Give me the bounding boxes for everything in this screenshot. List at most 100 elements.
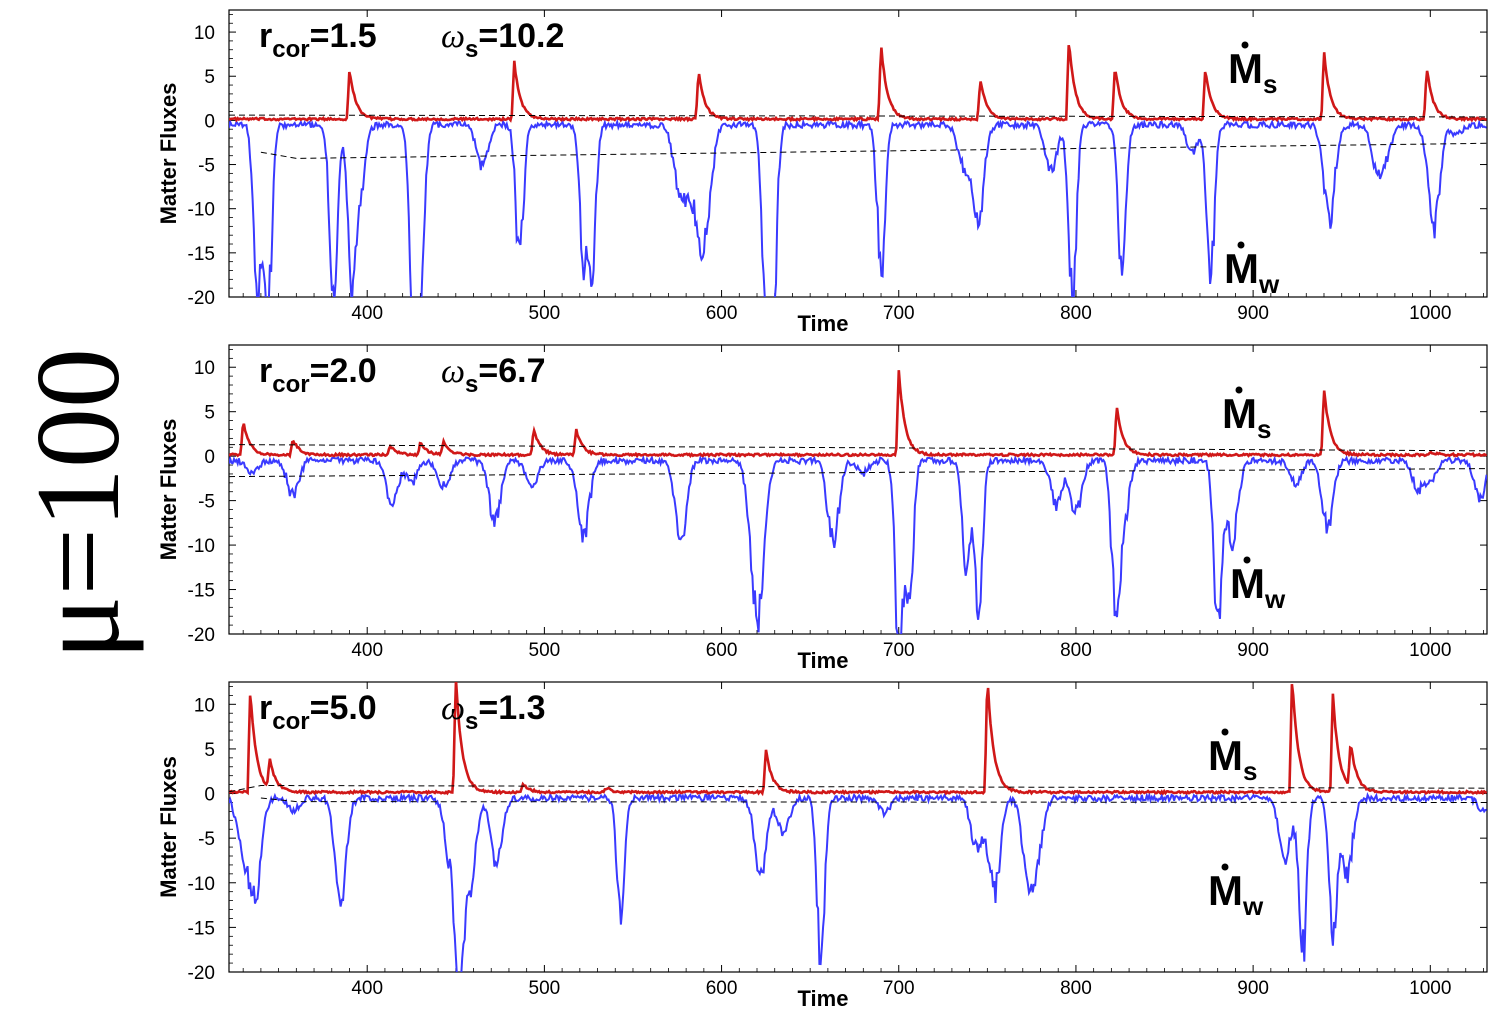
rcor-value: =5.0	[310, 689, 377, 727]
panel-middle: 10 5 0 -5 -10 -15 -20 400 500 600 700 800 900 1000 Tim…	[156, 344, 1488, 673]
stellar-flux-line	[229, 682, 1487, 797]
stellar-label-dot	[1221, 728, 1229, 736]
wind-label-symbol: M	[1208, 867, 1243, 914]
x-tick-label: 700	[883, 640, 915, 661]
stellar-label-symbol: M	[1228, 45, 1263, 92]
y-axis-label: Matter Fluxes	[156, 83, 181, 225]
x-tick-label: 500	[529, 640, 561, 661]
wind-label-dot	[1221, 863, 1229, 871]
y-tick-label: 5	[204, 67, 215, 88]
y-tick-label: -20	[188, 625, 215, 646]
rcor-symbol: r	[259, 689, 272, 727]
omega-value: =1.3	[478, 689, 545, 727]
omega-symbol: ω	[441, 353, 465, 390]
y-tick-label: 0	[204, 785, 215, 806]
x-tick-label: 400	[351, 978, 383, 999]
y-tick-label: 10	[194, 23, 215, 44]
y-axis-label: Matter Fluxes	[156, 419, 181, 561]
plot-frame	[228, 344, 1488, 635]
y-tick-label: -10	[188, 200, 215, 221]
wind-flux-line	[229, 454, 1487, 634]
x-tick-label: 1000	[1409, 640, 1451, 661]
omega-subscript: s	[465, 708, 478, 735]
wind-flux-line	[229, 791, 1487, 972]
rcor-value: =2.0	[310, 352, 377, 390]
rcor-symbol: r	[259, 352, 272, 390]
wind-label-dot	[1237, 241, 1245, 249]
y-tick-label: -20	[188, 288, 215, 309]
y-tick-label: 10	[194, 358, 215, 379]
omega-annotation: ωs=6.7	[441, 352, 546, 398]
rcor-subscript: cor	[272, 371, 309, 398]
stellar-flux-line	[229, 44, 1487, 123]
y-tick-label: -20	[188, 963, 215, 984]
stellar-reference-line	[229, 784, 1487, 793]
y-tick-label: -15	[188, 581, 215, 602]
omega-annotation: ωs=1.3	[441, 689, 546, 735]
stellar-label-subscript: s	[1257, 414, 1271, 444]
x-axis-label: Time	[798, 648, 849, 673]
y-tick-label: -10	[188, 874, 215, 895]
x-tick-label: 800	[1060, 303, 1092, 324]
mu-label: μ=100	[11, 348, 144, 660]
x-tick-label: 400	[351, 303, 383, 324]
wind-label-subscript: w	[1242, 891, 1264, 921]
y-tick-label: 5	[204, 740, 215, 761]
stellar-reference-line	[229, 114, 1487, 118]
x-tick-label: 500	[529, 978, 561, 999]
wind-series-label: Mw	[1208, 867, 1264, 921]
y-tick-label: 0	[204, 447, 215, 468]
omega-symbol: ω	[441, 18, 465, 55]
stellar-series-label: Ms	[1222, 390, 1271, 444]
x-tick-label: 1000	[1409, 978, 1451, 999]
wind-label-subscript: w	[1264, 584, 1286, 614]
x-tick-label: 600	[706, 303, 738, 324]
panel-top: 10 5 0 -5 -10 -15 -20 400 500 600 700 800 900 1000 Tim…	[156, 9, 1488, 336]
plot-frame	[228, 681, 1488, 973]
stellar-label-symbol: M	[1208, 732, 1243, 779]
plot-frame	[228, 9, 1488, 298]
y-axis-label: Matter Fluxes	[156, 756, 181, 898]
rcor-annotation: rcor=5.0	[259, 689, 377, 735]
rcor-annotation: rcor=2.0	[259, 352, 377, 398]
x-tick-label: 900	[1237, 978, 1269, 999]
wind-label-dot	[1243, 556, 1251, 564]
rcor-annotation: rcor=1.5	[259, 17, 377, 63]
x-tick-label: 500	[529, 303, 561, 324]
stellar-series-label: Ms	[1228, 45, 1277, 99]
y-tick-label: -15	[188, 918, 215, 939]
rcor-subscript: cor	[272, 708, 309, 735]
stellar-label-subscript: s	[1243, 756, 1257, 786]
y-tick-label: -10	[188, 536, 215, 557]
stellar-label-dot	[1241, 41, 1249, 49]
x-axis-label: Time	[798, 986, 849, 1011]
stellar-label-subscript: s	[1263, 69, 1277, 99]
wind-series-label: Mw	[1224, 245, 1280, 299]
omega-symbol: ω	[441, 690, 465, 727]
rcor-subscript: cor	[272, 36, 309, 63]
plot-area	[229, 44, 1487, 297]
rcor-value: =1.5	[310, 17, 377, 55]
x-tick-label: 800	[1060, 978, 1092, 999]
y-tick-label: -5	[198, 829, 215, 850]
omega-subscript: s	[465, 36, 478, 63]
y-tick-label: 5	[204, 403, 215, 424]
y-tick-label: -5	[198, 492, 215, 513]
wind-reference-line	[260, 142, 1487, 159]
wind-label-symbol: M	[1230, 560, 1265, 607]
x-tick-label: 700	[883, 303, 915, 324]
y-tick-label: 0	[204, 111, 215, 132]
x-tick-label: 900	[1237, 640, 1269, 661]
omega-subscript: s	[465, 371, 478, 398]
x-tick-label: 900	[1237, 303, 1269, 324]
x-tick-label: 400	[351, 640, 383, 661]
x-tick-label: 1000	[1409, 303, 1451, 324]
y-tick-label: 10	[194, 695, 215, 716]
omega-annotation: ωs=10.2	[441, 17, 564, 63]
rcor-symbol: r	[259, 17, 272, 55]
stellar-flux-line	[229, 370, 1487, 459]
x-tick-label: 600	[706, 978, 738, 999]
omega-value: =10.2	[478, 17, 564, 55]
